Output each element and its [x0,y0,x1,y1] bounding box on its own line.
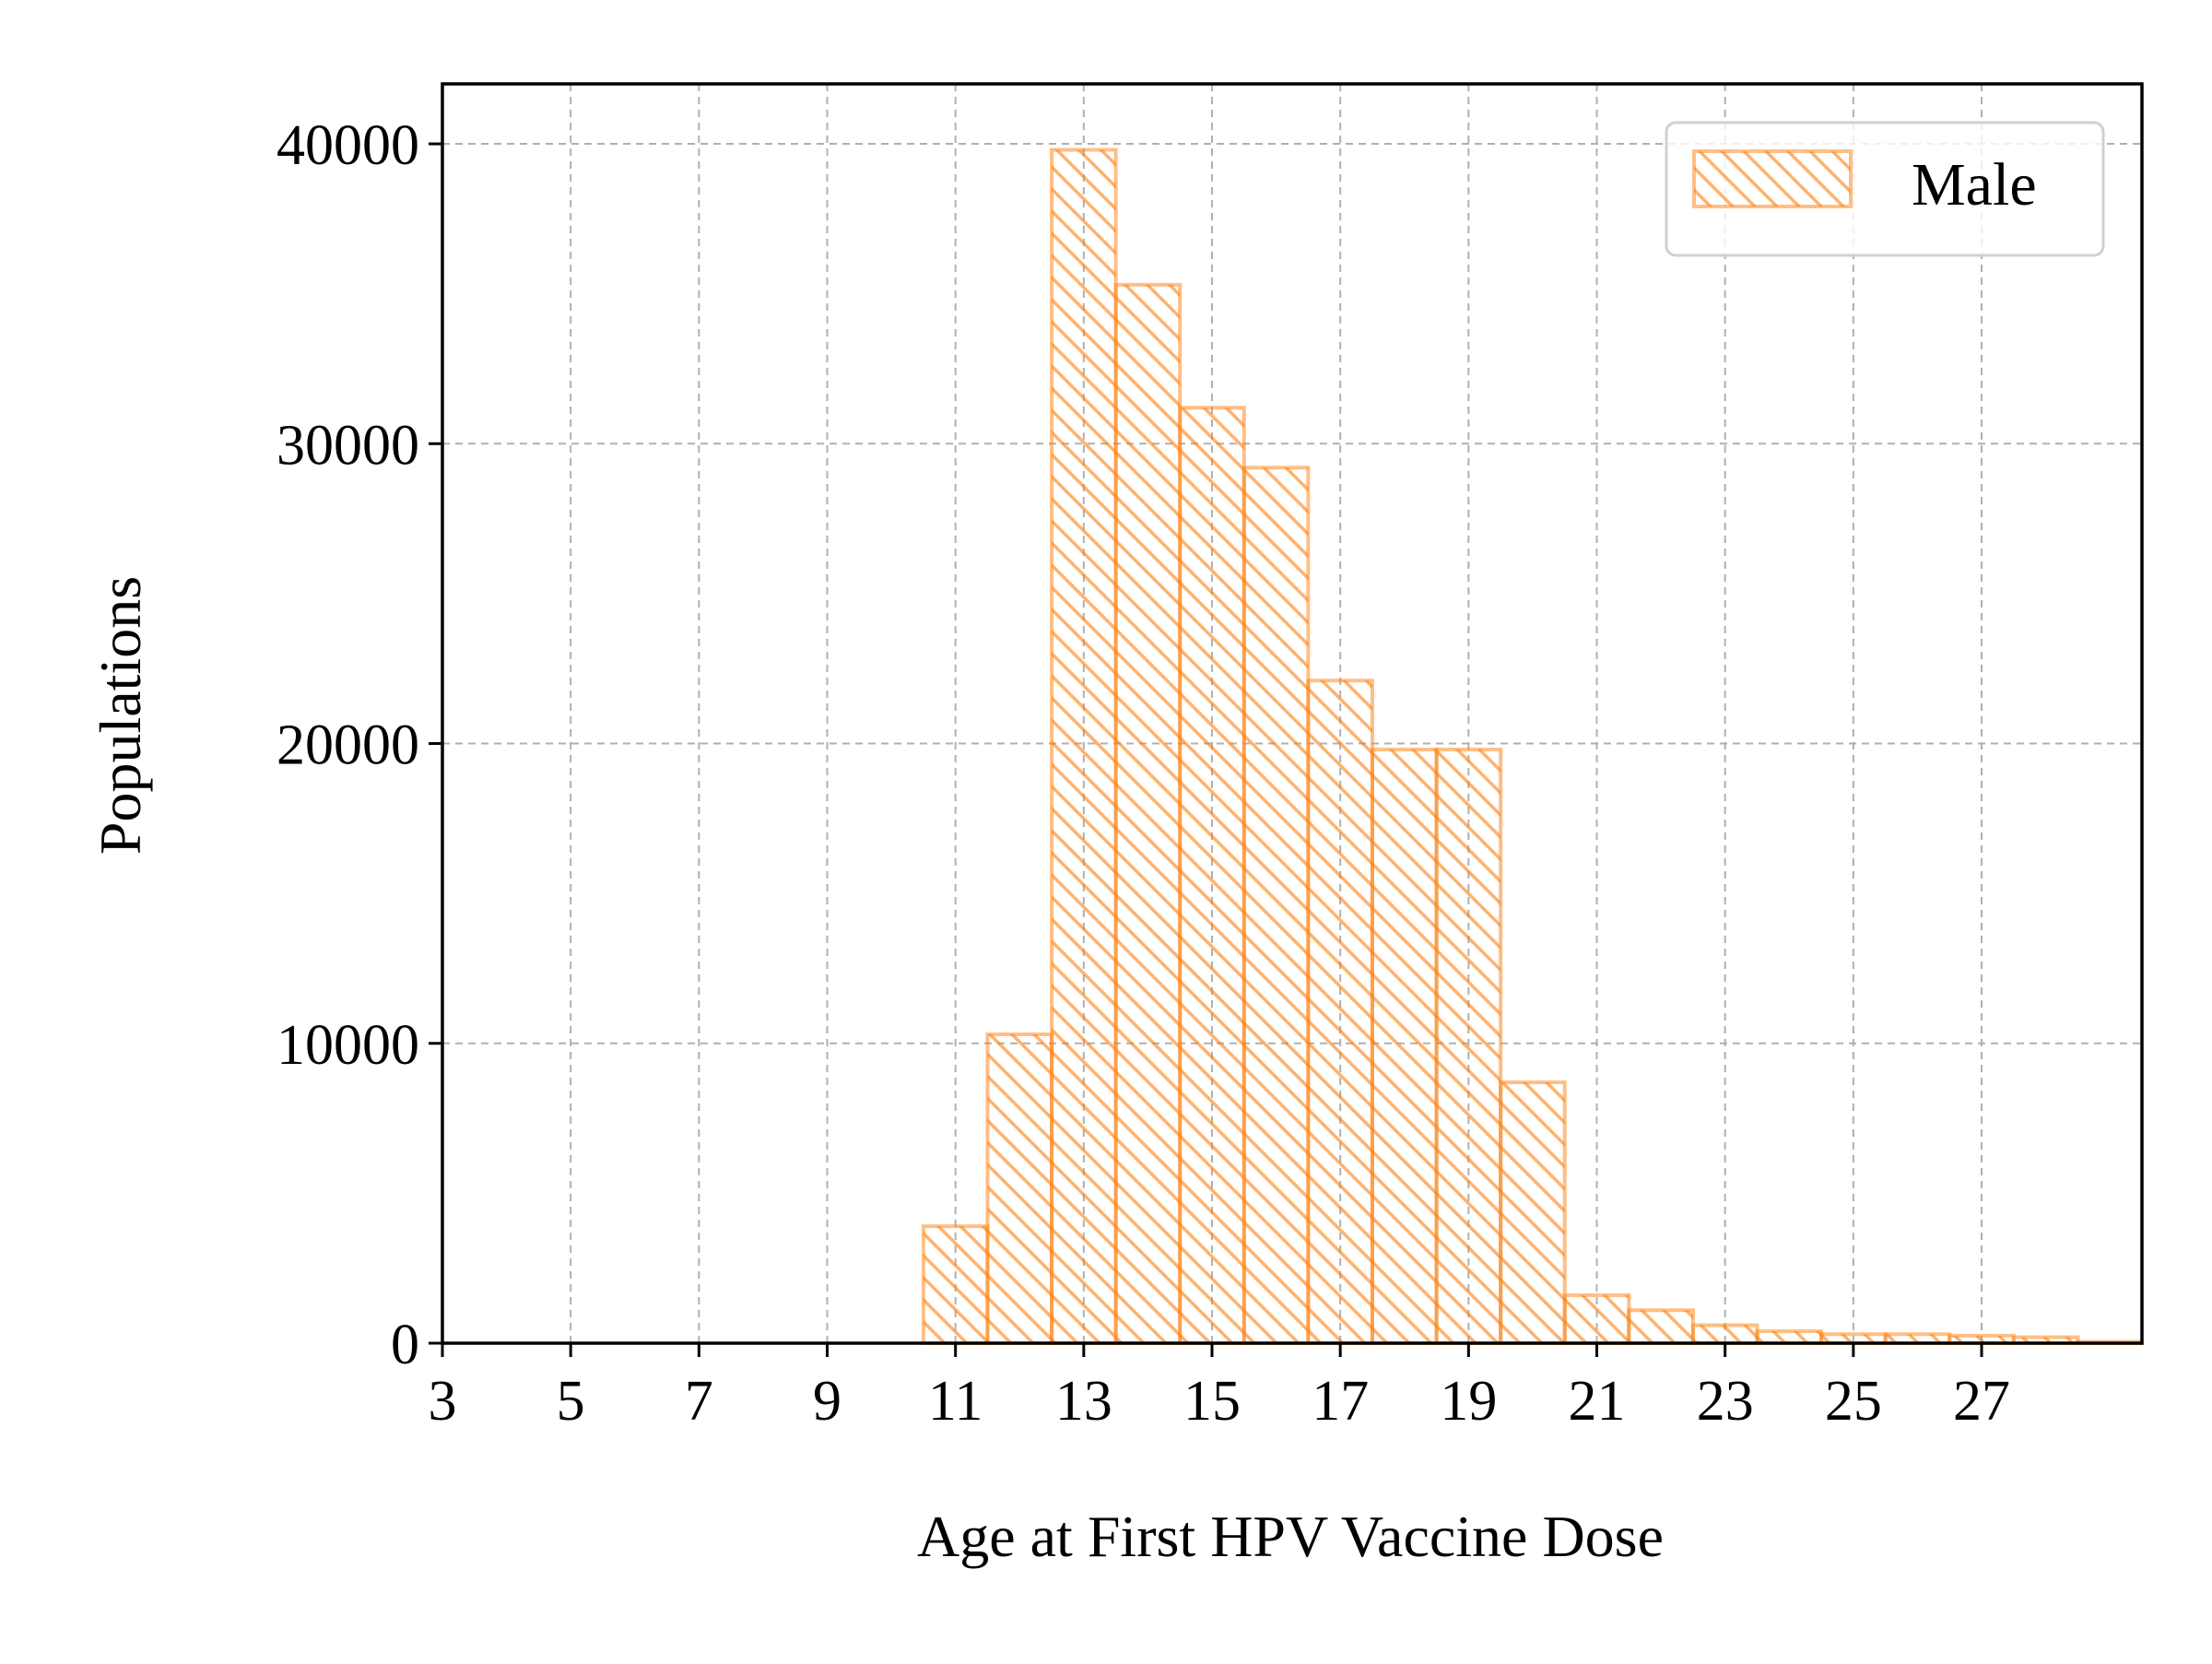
x-tick-label: 7 [685,1370,713,1433]
histogram-bar-age-23 [1755,1328,1824,1346]
histogram-bar-age-12 [1050,148,1118,1346]
x-axis-label: Age at First HPV Vaccine Dose [917,1504,1664,1569]
histogram-bar-age-21 [1627,1308,1695,1345]
histogram-bar-age-15 [1241,466,1311,1345]
y-tick-label: 0 [391,1314,419,1376]
histogram-bar-age-13 [1113,282,1182,1345]
plot-frame [441,82,2144,1345]
x-tick-label: 11 [928,1370,983,1433]
x-tick-label: 25 [1825,1370,1882,1433]
x-tick-label: 27 [1953,1370,2010,1433]
histogram-bar-age-22 [1690,1323,1759,1346]
legend: Male [1665,121,2105,257]
histogram-bar-age-14 [1178,406,1246,1345]
y-tick-label: 20000 [276,714,419,777]
x-tick-label: 15 [1183,1370,1241,1433]
y-tick-label: 40000 [276,114,419,177]
histogram-bar-age-17 [1370,748,1439,1345]
histogram-bar-age-16 [1306,679,1374,1345]
y-axis-label: Populations [88,576,153,855]
axis-ticks: 3 5 7 9 11 13 15 17 19 21 23 25 27 0 10000 20000 30000 40… [276,114,2010,1433]
histogram-bar-age-19 [1499,1080,1567,1345]
y-tick-label: 10000 [276,1014,419,1077]
x-tick-label: 21 [1569,1370,1626,1433]
x-tick-label: 17 [1312,1370,1369,1433]
histogram-bar-age-11 [985,1033,1054,1345]
legend-label-male: Male [1912,151,2037,218]
histogram-bar-age-10 [921,1224,990,1345]
y-tick-label: 30000 [276,414,419,477]
x-tick-label: 19 [1440,1370,1497,1433]
histogram-bar-age-18 [1434,748,1503,1345]
x-tick-label: 23 [1697,1370,1754,1433]
x-tick-label: 9 [813,1370,841,1433]
x-tick-label: 3 [429,1370,457,1433]
x-tick-label: 13 [1055,1370,1112,1433]
legend-swatch [1692,149,1853,208]
histogram-bar-age-20 [1562,1292,1631,1346]
bars-group [921,148,2144,1346]
x-tick-label: 5 [557,1370,585,1433]
